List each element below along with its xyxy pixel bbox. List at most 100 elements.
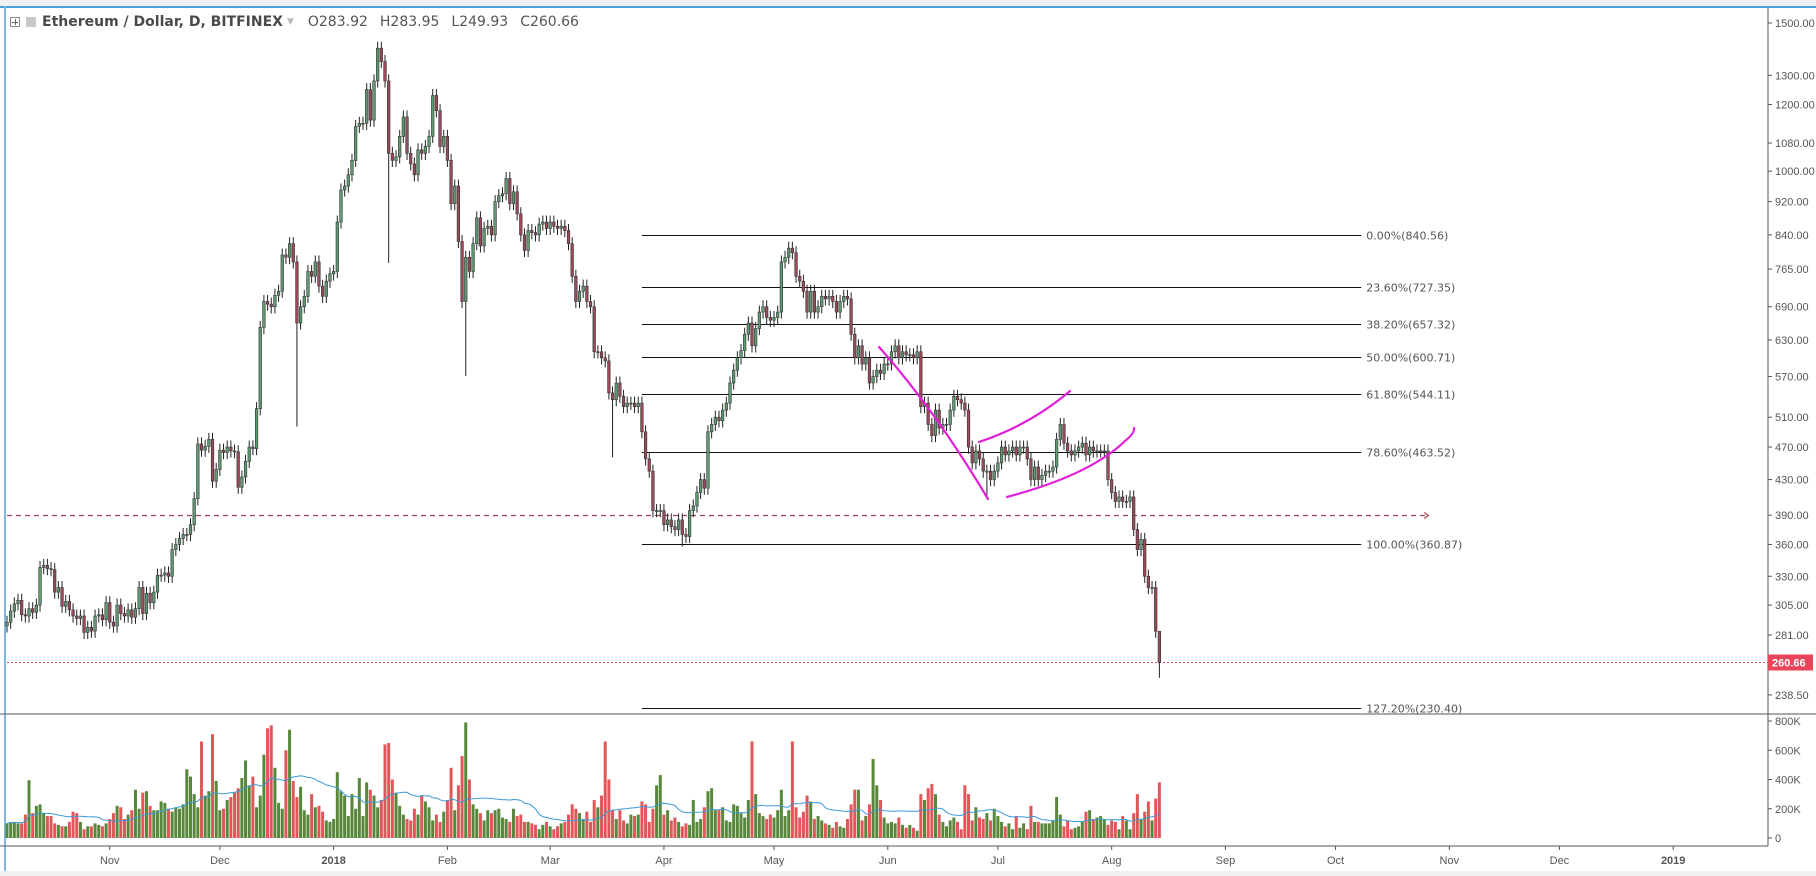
volume-bar (332, 818, 336, 838)
volume-bar (904, 827, 908, 838)
fib-level-label: 100.00%(360.87) (1366, 539, 1462, 552)
candle-down (588, 301, 593, 308)
candle-up (710, 424, 714, 433)
candle-up (699, 479, 703, 493)
candle-down (1157, 630, 1161, 663)
candle-up (9, 610, 13, 623)
volume-bar (893, 823, 897, 838)
volume-bar (12, 821, 16, 838)
volume-bar (1135, 794, 1139, 838)
volume-bar (1014, 816, 1018, 838)
volume-bar (596, 807, 600, 838)
candle-up (900, 351, 905, 359)
volume-bar (871, 759, 875, 838)
volume-bar (522, 821, 526, 838)
volume-bar (559, 823, 563, 838)
candle-down (122, 613, 127, 617)
candle-down (75, 615, 79, 619)
candle-up (431, 95, 435, 137)
candle-up (974, 450, 978, 464)
candle-up (665, 519, 670, 526)
candle-down (904, 351, 908, 356)
candle-down (621, 396, 626, 407)
candle-down (269, 303, 273, 308)
volume-bar (717, 810, 721, 838)
candle-down (849, 298, 853, 335)
volume-bar (86, 826, 90, 838)
volume-bar (434, 814, 438, 838)
volume-bar (680, 826, 684, 838)
candle-up (12, 603, 16, 612)
candle-up (596, 351, 600, 354)
candle-down (834, 301, 839, 313)
candle-up (1150, 587, 1154, 589)
candle-down (449, 160, 453, 204)
candle-up (332, 271, 336, 275)
candle-down (508, 178, 512, 204)
candle-up (471, 243, 475, 272)
pane-left-border (4, 6, 6, 872)
volume-bar (1084, 811, 1088, 838)
horizontal-lines (7, 512, 1768, 663)
volume-bar (919, 794, 923, 838)
candle-up (999, 446, 1004, 464)
candle-up (864, 357, 868, 365)
volume-bar (567, 814, 571, 838)
volume-bar (376, 807, 380, 838)
candle-up (185, 534, 189, 536)
volume-bar (967, 794, 971, 838)
volume-bar (1025, 829, 1029, 838)
volume-bar (504, 818, 508, 838)
candle-up (339, 189, 343, 223)
volume-bar (640, 801, 644, 838)
candle-down (1036, 466, 1040, 480)
symbol-title[interactable]: Ethereum / Dollar, D, BITFINEX (42, 14, 283, 30)
candle-up (776, 311, 780, 318)
volume-bar (1150, 820, 1154, 838)
volume-bar (754, 794, 758, 838)
volume-bar (537, 829, 541, 838)
volume-bar (1011, 829, 1015, 838)
time-axis-label: Nov (1440, 855, 1460, 867)
volume-bar (273, 767, 277, 838)
candle-up (365, 89, 369, 124)
volume-bar (16, 823, 20, 838)
price-axis-label: 360.00 (1775, 539, 1809, 551)
candle-up (273, 294, 277, 308)
candle-up (754, 328, 758, 347)
price-axis-label: 630.00 (1775, 335, 1809, 347)
candle-up (159, 574, 163, 577)
volume-ma-line (6, 775, 1160, 824)
volume-bar (310, 794, 314, 838)
volume-bar (735, 805, 739, 838)
volume-bar (207, 791, 211, 838)
fib-level-label: 23.60%(727.35) (1366, 282, 1455, 295)
volume-bar (636, 814, 640, 838)
volume-bar (196, 807, 200, 838)
volume-bar (834, 821, 838, 838)
candle-down (823, 296, 828, 300)
caret-down-icon[interactable]: ▼ (286, 17, 294, 27)
ohlc-open: O283.92 (307, 14, 368, 30)
candle-down (831, 296, 835, 302)
volume-bar (1007, 823, 1011, 838)
candle-up (423, 146, 427, 154)
time-axis-label: Dec (210, 855, 230, 867)
volume-bar (1154, 798, 1158, 838)
volume-bar (60, 826, 64, 838)
volume-bar (365, 782, 369, 838)
fib-level-label: 127.20%(230.40) (1366, 703, 1462, 716)
candle-up (886, 363, 890, 366)
candle-down (544, 221, 549, 229)
plus-square-icon[interactable] (10, 17, 20, 27)
volume-bar (368, 789, 372, 838)
candle-up (614, 382, 618, 401)
candle-down (82, 615, 86, 633)
candle-up (816, 306, 820, 313)
time-axis-label: 2019 (1661, 855, 1685, 867)
volume-bar (625, 823, 629, 838)
volume-bar (563, 821, 567, 838)
candle-up (735, 357, 739, 371)
candle-up (276, 290, 281, 296)
